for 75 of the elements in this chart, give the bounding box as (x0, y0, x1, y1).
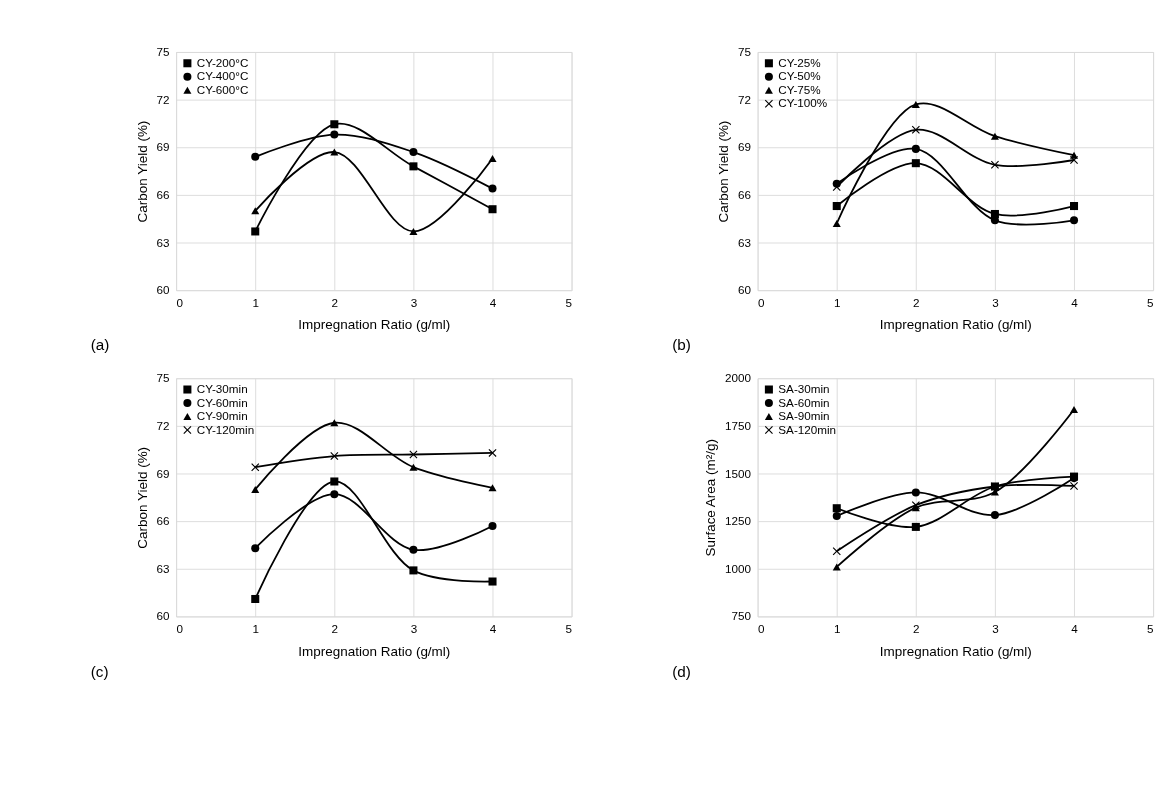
y-tick-label: 72 (156, 418, 170, 432)
x-axis-title: Impregnation Ratio (g/ml) (879, 643, 1032, 659)
text: (a) (90, 336, 110, 354)
x-tick-label: 2 (913, 295, 920, 309)
x-tick-label: 5 (1147, 622, 1154, 636)
x-tick-label: 1 (833, 622, 841, 636)
y-tick-label: 69 (156, 140, 170, 154)
x-tick-label: 5 (565, 622, 573, 636)
x-tick-label: 0 (176, 622, 184, 636)
x-tick-label: 2 (331, 295, 339, 309)
x-axis-title: Impregnation Ratio (g/ml) (879, 317, 1032, 333)
legend-label: SA-90min (778, 409, 830, 423)
x-tick-label: 0 (176, 295, 184, 309)
legend-label: CY-400°C (196, 69, 249, 83)
y-tick-label: 69 (156, 466, 170, 480)
x-tick-label: 4 (489, 295, 497, 309)
y-tick-label: 72 (737, 92, 751, 106)
y-axis-title: Carbon Yield (%) (716, 120, 732, 223)
text: (b) (672, 336, 691, 354)
text: (d) (672, 662, 691, 680)
y-tick-label: 63 (737, 235, 751, 249)
legend-label: SA-30min (778, 382, 830, 396)
y-tick-label: 60 (156, 283, 170, 297)
y-tick-label: 72 (156, 92, 170, 106)
x-tick-label: 5 (565, 295, 573, 309)
y-axis-title: Carbon Yield (%) (134, 446, 150, 549)
legend-label: CY-30min (196, 382, 248, 396)
legend-label: CY-50% (778, 69, 821, 83)
y-tick-label: 66 (156, 187, 170, 201)
legend-label: CY-120min (196, 422, 255, 436)
y-axis-title: Carbon Yield (%) (134, 120, 150, 223)
y-tick-label: 63 (156, 561, 170, 575)
y-axis-title: Surface Area (m²/g) (703, 439, 719, 557)
x-tick-label: 1 (252, 622, 259, 636)
x-tick-label: 1 (252, 295, 259, 309)
x-tick-label: 4 (489, 622, 497, 636)
x-tick-label: 3 (992, 295, 999, 309)
x-tick-label: 2 (913, 622, 920, 636)
y-tick-label: 1000 (724, 561, 752, 575)
legend-label: SA-120min (778, 422, 837, 436)
legend-label: CY-75% (778, 82, 821, 96)
legend-label: CY-100% (778, 96, 828, 110)
x-tick-label: 3 (410, 622, 418, 636)
x-axis-title: Impregnation Ratio (g/ml) (298, 643, 451, 659)
x-tick-label: 1 (833, 295, 841, 309)
legend-label: CY-60min (196, 395, 248, 409)
legend-label: SA-60min (778, 395, 830, 409)
y-tick-label: 60 (737, 283, 752, 297)
x-tick-label: 0 (758, 295, 766, 309)
y-tick-label: 60 (156, 609, 170, 623)
y-tick-label: 66 (737, 187, 751, 201)
x-axis-title: Impregnation Ratio (g/ml) (298, 317, 451, 333)
y-tick-label: 1250 (724, 514, 752, 528)
x-tick-label: 3 (992, 622, 999, 636)
x-tick-label: 4 (1071, 622, 1079, 636)
x-tick-label: 4 (1071, 295, 1079, 309)
text: (c) (90, 662, 109, 680)
legend-label: CY-90min (196, 409, 248, 423)
y-tick-label: 2000 (724, 371, 752, 385)
y-tick-label: 69 (737, 140, 751, 154)
legend-label: CY-600°C (196, 82, 249, 96)
x-tick-label: 5 (1147, 295, 1154, 309)
y-tick-label: 1500 (724, 466, 752, 480)
x-tick-label: 2 (331, 622, 339, 636)
x-tick-label: 0 (758, 622, 766, 636)
legend-label: CY-25% (778, 55, 821, 69)
y-tick-label: 75 (156, 371, 170, 385)
x-tick-label: 3 (410, 295, 418, 309)
y-tick-label: 66 (156, 514, 170, 528)
y-tick-label: 1750 (724, 418, 752, 432)
y-tick-label: 63 (156, 235, 170, 249)
y-tick-label: 75 (156, 45, 170, 59)
legend-label: CY-200°C (196, 55, 249, 69)
y-tick-label: 75 (737, 45, 751, 59)
y-tick-label: 750 (731, 609, 752, 623)
